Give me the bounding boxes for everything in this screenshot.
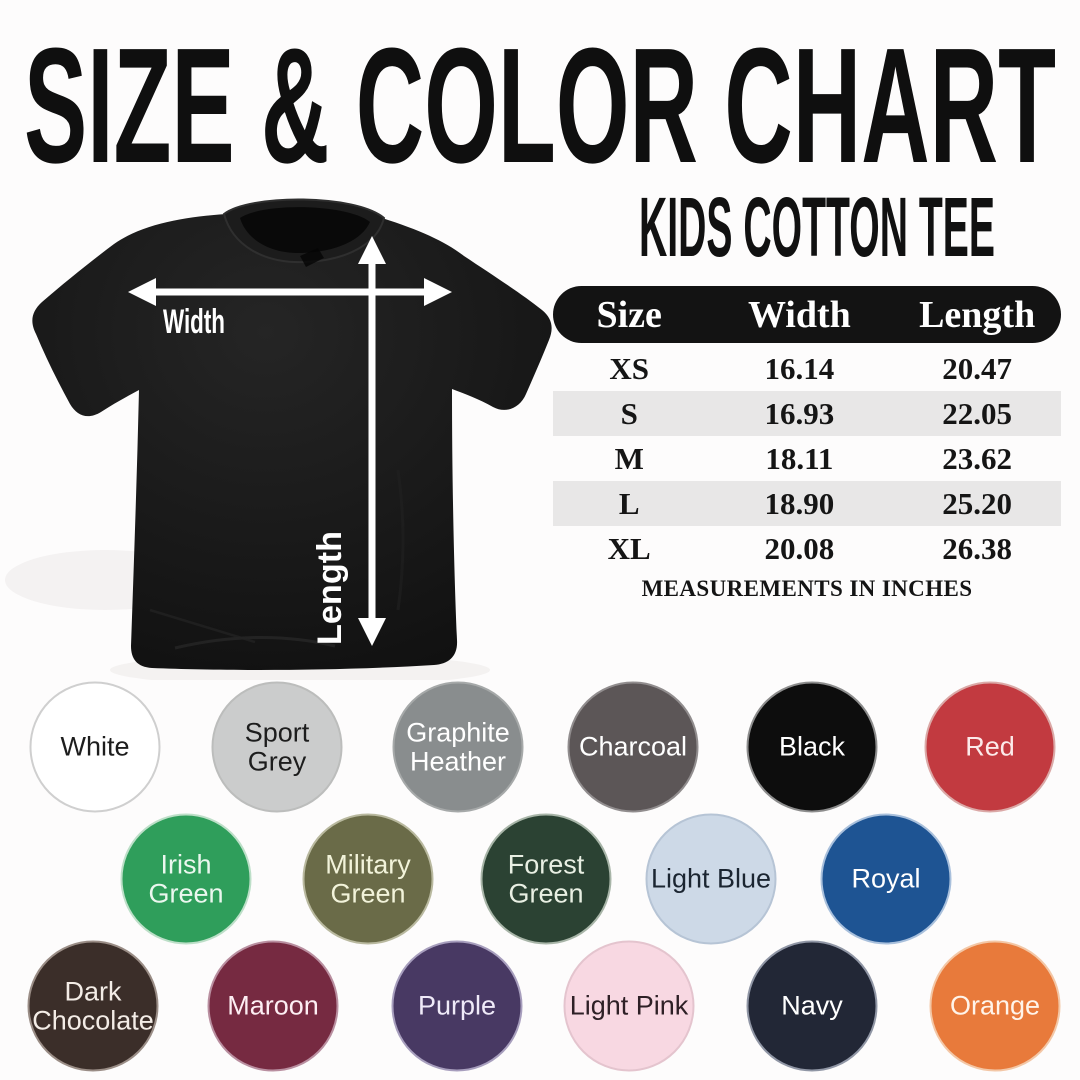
color-swatch-label: Maroon [227,990,319,1021]
table-row: XS 16.14 20.47 [553,346,1061,391]
cell-size: XS [609,351,650,386]
color-swatch: Irish Green [120,813,252,945]
tee-diagram: Width Length [5,198,552,680]
color-swatch-label: Light Blue [650,863,772,894]
cell-length: 23.62 [942,441,1013,476]
cell-size: S [620,396,638,431]
color-swatch: Royal [820,813,952,945]
cell-size: L [618,486,640,521]
color-swatch-label: Orange [949,990,1041,1021]
table-row: XL 20.08 26.38 [553,526,1061,571]
color-swatch: Sport Grey [211,681,343,813]
table-row: S 16.93 22.05 [553,391,1061,436]
cell-length: 22.05 [942,396,1013,431]
color-swatch-label: Royal [851,863,921,894]
cell-width: 16.93 [764,396,835,431]
cell-width: 18.11 [765,441,834,476]
color-swatch: Navy [746,940,878,1072]
page-title: SIZE & COLOR CHART [24,16,1056,172]
page-title-block: SIZE & COLOR CHART [24,16,1056,172]
size-table-header: Size Width Length [553,286,1061,343]
cell-length: 25.20 [942,486,1013,521]
measurements-note: MEASUREMENTS IN INCHES [641,576,973,601]
cell-length: 20.47 [942,351,1013,386]
width-arrow [128,278,452,306]
color-swatch: Black [746,681,878,813]
color-swatch: Orange [929,940,1061,1072]
color-swatch: Charcoal [567,681,699,813]
cell-width: 18.90 [764,486,835,521]
color-swatch-label: White [60,731,130,762]
product-heading-block: KIDS COTTON TEE [639,190,995,268]
tee-shirt-shape [32,200,552,670]
color-swatch-label: Forest Green [507,849,585,908]
color-swatch: Dark Chocolate [27,940,159,1072]
color-swatch-label: Light Pink [569,990,689,1021]
color-swatch-label: Black [778,731,846,762]
product-heading: KIDS COTTON TEE [639,190,995,268]
header-cell-size: Size [596,293,662,336]
color-swatch: Graphite Heather [392,681,524,813]
table-row: L 18.90 25.20 [553,481,1061,526]
tee-wrinkle [149,608,256,644]
cell-width: 16.14 [764,351,835,386]
cell-length: 26.38 [942,531,1013,566]
color-swatch: Light Pink [563,940,695,1072]
color-swatch-label: Dark Chocolate [32,976,154,1035]
color-swatch: Light Blue [645,813,777,945]
tee-wrinkle [396,469,405,611]
length-arrow-label: Length [311,531,349,645]
color-swatch-label: Purple [417,990,497,1021]
header-cell-length: Length [919,293,1036,336]
color-swatch: Maroon [207,940,339,1072]
header-cell-width: Width [747,293,851,336]
cell-size: M [614,441,644,476]
size-table: Size Width Length XS 16.14 20.47 S 16.93… [553,286,1061,571]
color-swatch: Military Green [302,813,434,945]
length-arrow [358,236,386,646]
color-swatch: Purple [391,940,523,1072]
color-swatch-label: Military Green [325,849,411,908]
color-swatch-label: Navy [781,990,843,1021]
color-swatch-label: Irish Green [148,849,224,908]
cell-width: 20.08 [764,531,835,566]
table-row: M 18.11 23.62 [553,436,1061,481]
color-swatch-label: Graphite Heather [406,717,510,776]
color-swatch: White [29,681,161,813]
color-swatch-label: Sport Grey [244,717,310,776]
color-swatch-label: Charcoal [578,731,688,762]
size-table-body: XS 16.14 20.47 S 16.93 22.05 M 18.11 23.… [553,343,1061,571]
tee-wrinkle [174,635,336,650]
tee-collar-opening [240,207,370,254]
color-swatch-label: Red [965,731,1015,762]
tee-collar-label [300,248,324,267]
color-swatch: Forest Green [480,813,612,945]
color-swatch: Red [924,681,1056,813]
width-arrow-label: Width [163,303,225,341]
cell-size: XL [607,531,651,566]
